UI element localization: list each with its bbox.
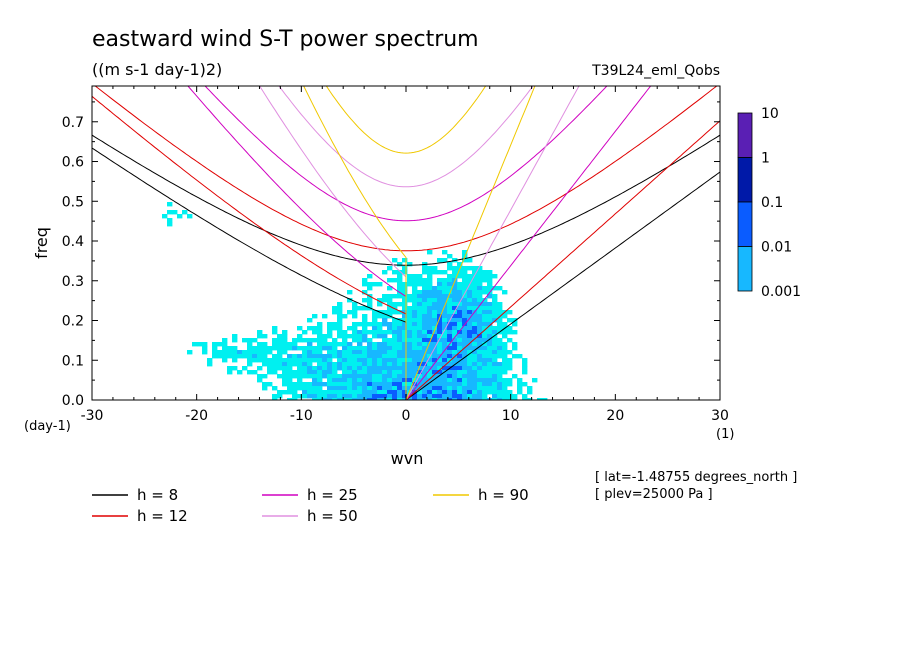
y-tick-label: 0.6 xyxy=(62,155,84,171)
axes: -30 -20 -10 0 10 20 30 0.0 0.1 0.2 0.3 0.4 0.5 0.6 0.7 xyxy=(62,86,729,424)
x-tick-label: 10 xyxy=(502,408,520,424)
dispersion-curves xyxy=(92,86,720,400)
legend-label: h = 12 xyxy=(137,507,188,525)
y-tick-label: 0.7 xyxy=(62,115,84,131)
x-unit-label: (1) xyxy=(716,427,734,442)
curve-h90-ig xyxy=(325,86,487,154)
curve-h25-kelvin xyxy=(405,86,652,400)
curve-h25-low xyxy=(187,86,407,400)
colorbar-label: 10 xyxy=(761,106,779,122)
curve-h90-low xyxy=(303,86,407,400)
y-unit-label: (day-1) xyxy=(24,419,71,434)
colorbar-label: 0.01 xyxy=(761,240,792,256)
curve-h12-low xyxy=(92,95,407,400)
chart-subtitle: ((m s-1 day-1)2) xyxy=(92,60,222,79)
colorbar-label: 0.001 xyxy=(761,284,801,300)
latitude-note: [ lat=-1.48755 degrees_north ] xyxy=(595,470,797,485)
x-tick-label: -20 xyxy=(185,408,208,424)
x-axis-label: wvn xyxy=(391,449,424,468)
x-tick-label: -10 xyxy=(290,408,313,424)
spectral-power-field xyxy=(162,202,548,400)
colorbar: 10 1 0.1 0.01 0.001 xyxy=(737,106,801,300)
colorbar-swatch xyxy=(737,157,753,203)
chart-title: eastward wind S-T power spectrum xyxy=(92,27,479,52)
legend: h = 8 h = 12 h = 25 h = 50 h = 90 xyxy=(92,486,529,525)
curve-h50-low xyxy=(259,86,407,400)
legend-label: h = 25 xyxy=(307,486,358,504)
y-tick-label: 0.4 xyxy=(62,234,84,250)
colorbar-label: 0.1 xyxy=(761,195,783,211)
curve-h50-kelvin xyxy=(405,86,580,400)
colorbar-swatch xyxy=(737,112,753,158)
legend-label: h = 8 xyxy=(137,486,178,504)
y-tick-label: 0.3 xyxy=(62,274,84,290)
curve-h12-kelvin xyxy=(405,120,720,400)
colorbar-label: 1 xyxy=(761,151,770,167)
x-tick-label: -30 xyxy=(81,408,104,424)
x-tick-label: 20 xyxy=(606,408,624,424)
curve-h25-ig xyxy=(204,86,608,222)
pressure-level-note: [ plev=25000 Pa ] xyxy=(595,487,713,502)
curve-h90-kelvin xyxy=(405,86,536,400)
curve-h8-kelvin xyxy=(405,171,720,400)
y-tick-label: 0.2 xyxy=(62,314,84,330)
x-tick-label: 30 xyxy=(711,408,729,424)
colorbar-swatch xyxy=(737,246,753,292)
legend-label: h = 50 xyxy=(307,507,358,525)
colorbar-swatch xyxy=(737,201,753,247)
x-tick-label: 0 xyxy=(402,408,411,424)
y-axis-label: freq xyxy=(32,227,51,259)
y-tick-label: 0.1 xyxy=(62,353,84,369)
curve-h12-ig xyxy=(94,86,718,252)
run-label: T39L24_eml_Qobs xyxy=(591,63,720,79)
curve-h8-low xyxy=(92,147,407,400)
curve-h50-ig xyxy=(278,86,534,188)
legend-label: h = 90 xyxy=(478,486,529,504)
y-tick-label: 0.0 xyxy=(62,393,84,409)
y-tick-label: 0.5 xyxy=(62,194,84,210)
